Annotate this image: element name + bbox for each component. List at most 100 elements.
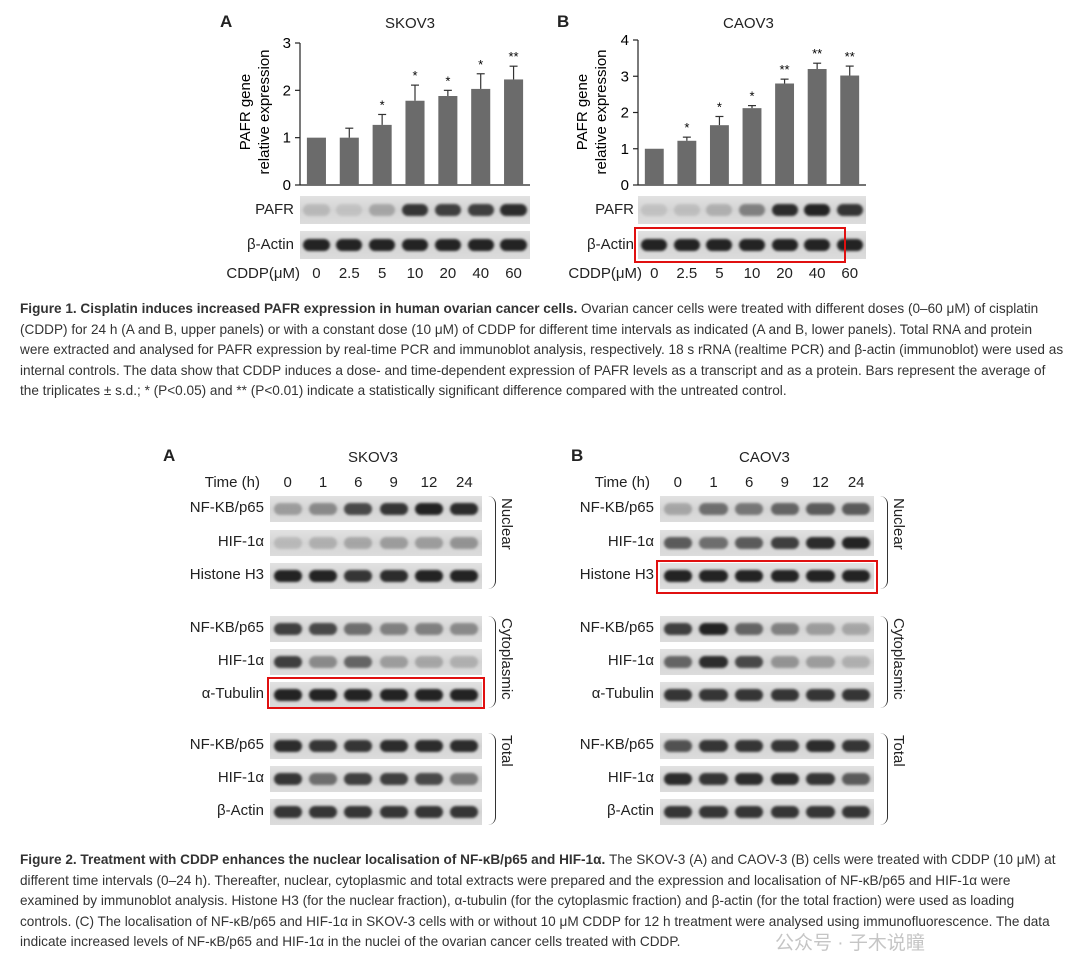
blot-band xyxy=(673,204,700,216)
figure1-caption-body: Ovarian cancer cells were treated with d… xyxy=(20,301,1064,399)
blot-band xyxy=(734,656,764,668)
blot-band xyxy=(706,239,733,251)
blot-strip xyxy=(270,799,482,825)
fraction-label: Nuclear xyxy=(498,498,515,550)
y-tick-label: 3 xyxy=(283,35,291,52)
blot-band xyxy=(414,740,444,752)
blot-band xyxy=(308,740,338,752)
blot-strip xyxy=(270,616,482,642)
blot-band xyxy=(401,239,429,251)
fig1-b-xlabel: CDDP(μM) xyxy=(568,265,642,282)
bar xyxy=(405,100,425,185)
blot-band xyxy=(663,806,693,818)
blot-band xyxy=(734,773,764,785)
blot-band xyxy=(699,740,728,752)
bar xyxy=(372,124,392,185)
bar xyxy=(339,137,359,185)
blot-band xyxy=(467,204,494,216)
time-point-label: 0 xyxy=(283,474,292,491)
fraction-bracket xyxy=(880,496,888,589)
blot-band xyxy=(699,806,728,818)
blot-band xyxy=(699,656,728,668)
blot-strip xyxy=(270,563,482,589)
fig2-b-histone-highlight-box xyxy=(656,560,878,594)
blot-band xyxy=(344,773,373,785)
blot-band xyxy=(450,656,479,668)
fig1-panel-a-letter: A xyxy=(220,12,233,31)
fig1-a-xlabel: CDDP(μM) xyxy=(226,265,300,282)
blot-band xyxy=(379,689,408,701)
fraction-bracket xyxy=(488,733,496,825)
blot-strip xyxy=(660,563,874,589)
blot-strip xyxy=(270,733,482,759)
blot-band xyxy=(806,537,835,549)
blot-band xyxy=(379,773,408,785)
blot-band xyxy=(308,623,338,635)
dose-label: 5 xyxy=(377,265,387,282)
significance-label: * xyxy=(478,57,483,72)
fig2-panel-a-title: SKOV3 xyxy=(348,449,399,466)
blot-band xyxy=(500,204,527,216)
time-point-label: 12 xyxy=(812,474,829,491)
blot-band xyxy=(770,740,800,752)
time-point-label: 1 xyxy=(318,474,328,491)
time-point-label: 6 xyxy=(354,474,363,491)
time-point-label: 9 xyxy=(389,474,398,491)
blot-band xyxy=(379,806,408,818)
significance-label: ** xyxy=(845,49,855,64)
blot-band xyxy=(450,773,479,785)
bar xyxy=(742,108,762,185)
blot-strip xyxy=(270,682,482,708)
blot-row-label: HIF-1α xyxy=(217,533,264,550)
blot-band xyxy=(734,806,764,818)
blot-band xyxy=(414,773,444,785)
blot-band xyxy=(841,740,871,752)
blot-band xyxy=(841,537,871,549)
significance-label: * xyxy=(684,120,689,135)
dose-label: 0 xyxy=(650,265,659,282)
blot-row-label: β-Actin xyxy=(217,802,264,819)
figure2-caption-body: The SKOV-3 (A) and CAOV-3 (B) cells were… xyxy=(20,852,1056,950)
blot-row-label: HIF-1α xyxy=(217,769,264,786)
blot-band xyxy=(344,806,373,818)
blot-band xyxy=(344,503,373,515)
blot-band xyxy=(734,537,764,549)
fraction-label: Total xyxy=(498,735,515,767)
y-tick-label: 4 xyxy=(621,32,629,49)
blot-band xyxy=(467,239,494,251)
blot-band xyxy=(699,537,728,549)
blot-row-label: NF-KB/p65 xyxy=(189,499,264,516)
blot-band xyxy=(401,204,429,216)
blot-band xyxy=(308,806,338,818)
blot-row-label: α-Tubulin xyxy=(201,685,264,702)
y-tick-label: 1 xyxy=(283,130,291,147)
blot-strip xyxy=(660,766,874,792)
watermark: 公众号 · 子木说瞳 xyxy=(775,933,925,954)
blot-band xyxy=(344,656,373,668)
fig1-a-blot-label-pafr: PAFR xyxy=(255,201,294,218)
blot-band xyxy=(770,623,800,635)
fig2-a-tubulin-highlight-box xyxy=(267,677,485,709)
blot-band xyxy=(308,656,338,668)
dose-label: 10 xyxy=(743,265,761,282)
blot-band xyxy=(806,623,835,635)
blot-band xyxy=(344,537,373,549)
blot-band xyxy=(336,204,363,216)
fig1-panel-b-title: CAOV3 xyxy=(723,15,774,32)
blot-band xyxy=(434,204,461,216)
time-label: Time (h) xyxy=(204,474,260,491)
blot-band xyxy=(414,623,444,635)
fig2-panel-b-letter: B xyxy=(571,446,584,465)
blot-band xyxy=(379,623,408,635)
blot-band xyxy=(273,537,302,549)
blot-band xyxy=(273,773,302,785)
significance-label: * xyxy=(717,99,722,114)
fig1-panel-a-title: SKOV3 xyxy=(385,15,436,32)
blot-band xyxy=(450,503,479,515)
fig2-panel-b-title: CAOV3 xyxy=(739,449,790,466)
blot-band xyxy=(308,689,338,701)
bar xyxy=(306,137,326,185)
blot-band xyxy=(450,740,479,752)
fig1-a-ylabel-line1: PAFR gene xyxy=(237,74,254,150)
